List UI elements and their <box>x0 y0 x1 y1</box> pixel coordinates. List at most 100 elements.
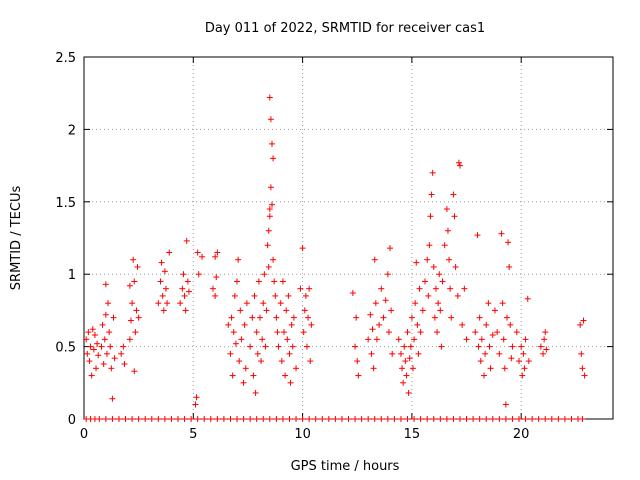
data-point <box>300 329 307 336</box>
data-point <box>129 416 136 422</box>
data-point <box>397 416 404 422</box>
data-point <box>101 336 108 343</box>
data-point <box>108 365 115 372</box>
data-point <box>275 343 282 350</box>
data-point <box>443 416 450 422</box>
data-point <box>516 416 523 422</box>
data-point <box>542 329 549 336</box>
data-point <box>207 416 214 422</box>
data-point <box>319 416 326 422</box>
data-point <box>472 329 479 336</box>
data-point <box>352 416 359 422</box>
data-point <box>142 416 149 422</box>
data-point <box>419 307 426 314</box>
data-point <box>450 191 457 198</box>
data-point <box>516 358 523 365</box>
data-point <box>509 343 516 350</box>
grid-lines <box>84 57 613 419</box>
data-point <box>499 300 506 307</box>
data-point <box>243 300 250 307</box>
data-point <box>385 329 392 336</box>
plot-frame <box>83 56 614 420</box>
axis-ticks: 0 5 10 15 20 0 0.5 1 1.5 2 2.5 <box>55 51 613 442</box>
data-point <box>268 140 275 147</box>
data-point <box>181 416 188 422</box>
data-point <box>506 263 513 270</box>
data-point <box>261 271 268 278</box>
data-point <box>450 416 457 422</box>
data-point <box>161 416 168 422</box>
data-point <box>525 358 532 365</box>
data-point <box>431 314 438 321</box>
data-point <box>131 278 138 285</box>
data-point <box>253 329 260 336</box>
data-point <box>436 271 443 278</box>
data-point <box>293 365 300 372</box>
data-point <box>540 350 547 357</box>
data-point <box>513 329 520 336</box>
data-point <box>345 416 352 422</box>
data-point <box>247 343 254 350</box>
data-point <box>270 155 277 162</box>
data-point <box>162 285 169 292</box>
data-point <box>84 350 91 357</box>
data-point <box>378 416 385 422</box>
data-point <box>439 278 446 285</box>
data-point <box>279 416 286 422</box>
data-point <box>99 321 106 328</box>
data-point <box>194 416 201 422</box>
data-point <box>384 416 391 422</box>
x-tick-label: 15 <box>404 427 421 442</box>
data-point <box>478 336 485 343</box>
data-point <box>391 416 398 422</box>
data-point <box>483 321 490 328</box>
data-point <box>289 343 296 350</box>
data-point <box>370 365 377 372</box>
data-point <box>424 256 431 263</box>
data-point <box>115 416 122 422</box>
data-point <box>437 416 444 422</box>
y-tick-label: 1.5 <box>55 196 76 211</box>
data-point <box>160 307 167 314</box>
y-axis-label: SRMTID / TECUs <box>9 186 24 291</box>
data-point <box>430 416 437 422</box>
data-point <box>134 263 141 270</box>
data-point <box>312 416 319 422</box>
data-point <box>250 372 257 379</box>
data-point <box>299 416 306 422</box>
data-point <box>578 350 585 357</box>
data-point <box>486 343 493 350</box>
data-point <box>227 350 234 357</box>
data-point <box>416 285 423 292</box>
y-tick-label: 0 <box>68 413 76 428</box>
data-point <box>452 263 459 270</box>
data-point <box>306 285 313 292</box>
data-point <box>100 360 107 367</box>
data-point <box>397 350 404 357</box>
data-point <box>164 300 171 307</box>
data-point <box>353 314 360 321</box>
data-point <box>303 343 310 350</box>
data-point <box>183 237 190 244</box>
data-point <box>262 343 269 350</box>
data-point <box>365 416 372 422</box>
data-point <box>427 213 434 220</box>
data-point <box>214 249 221 256</box>
data-point <box>372 300 379 307</box>
data-point <box>307 358 314 365</box>
data-point <box>454 292 461 299</box>
data-point <box>109 395 116 402</box>
data-point <box>428 191 435 198</box>
data-point <box>388 307 395 314</box>
data-point <box>404 416 411 422</box>
data-point <box>89 326 96 333</box>
data-point <box>266 416 273 422</box>
data-point <box>561 416 568 422</box>
data-point <box>496 416 503 422</box>
data-point <box>255 278 262 285</box>
y-tick-label: 0.5 <box>55 341 76 356</box>
data-point <box>236 358 243 365</box>
data-point <box>158 259 165 266</box>
data-point <box>265 227 272 234</box>
data-point <box>456 162 463 169</box>
